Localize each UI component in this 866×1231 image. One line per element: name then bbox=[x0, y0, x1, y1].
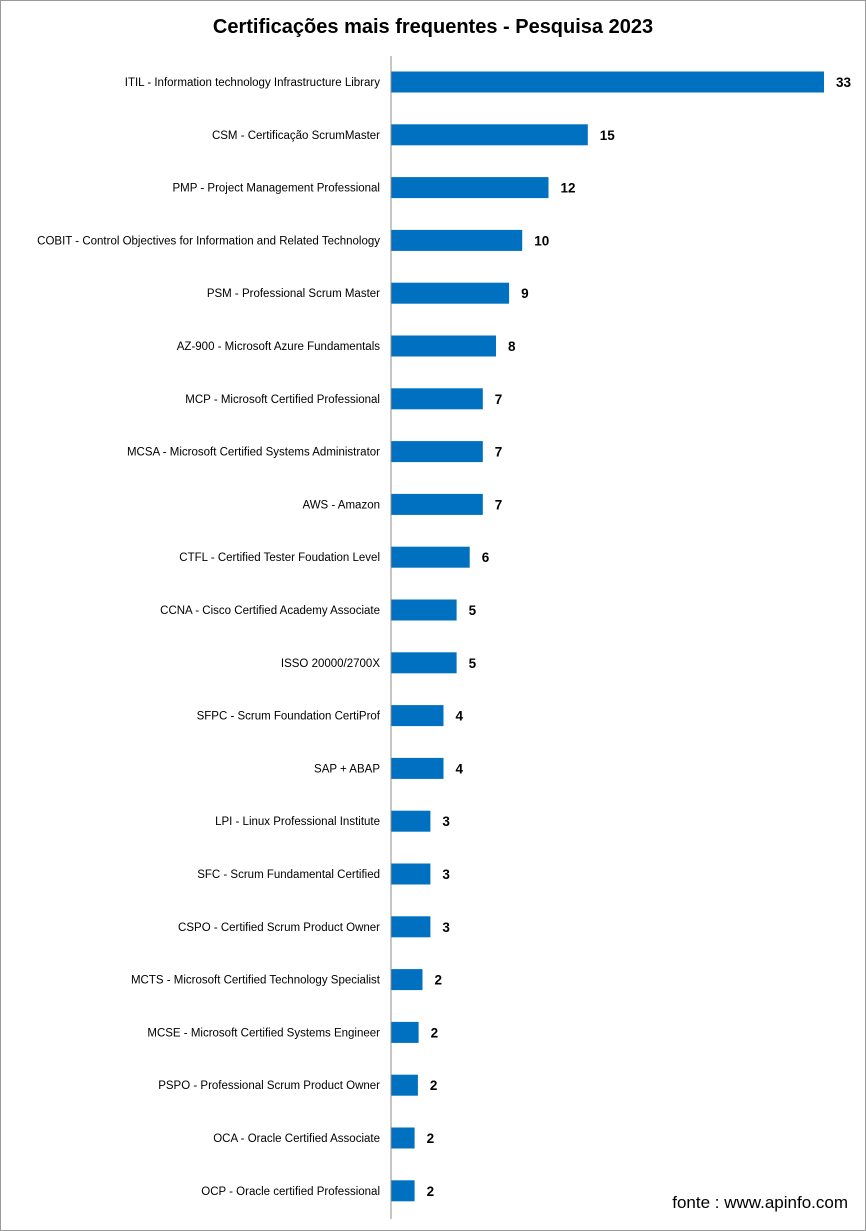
bar bbox=[391, 546, 470, 568]
value-label: 7 bbox=[495, 497, 503, 512]
bar bbox=[391, 1074, 418, 1096]
bar bbox=[391, 441, 483, 463]
bar bbox=[391, 1180, 415, 1202]
category-label: AWS - Amazon bbox=[302, 499, 380, 511]
value-label: 3 bbox=[442, 867, 450, 882]
category-label: AZ-900 - Microsoft Azure Fundamentals bbox=[177, 341, 380, 353]
value-label: 2 bbox=[431, 1025, 439, 1040]
value-label: 7 bbox=[495, 392, 503, 407]
value-label: 15 bbox=[600, 128, 616, 143]
bar bbox=[391, 229, 523, 251]
category-label: MCSA - Microsoft Certified Systems Admin… bbox=[127, 447, 380, 459]
value-label: 7 bbox=[495, 445, 503, 460]
chart-title: Certificações mais frequentes - Pesquisa… bbox=[213, 16, 653, 38]
category-label: MCSE - Microsoft Certified Systems Engin… bbox=[147, 1027, 380, 1039]
bar bbox=[391, 810, 431, 832]
value-label: 2 bbox=[427, 1184, 435, 1199]
category-label: PMP - Project Management Professional bbox=[172, 183, 380, 195]
value-label: 6 bbox=[482, 550, 490, 565]
category-label: OCP - Oracle certified Professional bbox=[201, 1186, 380, 1198]
bar bbox=[391, 71, 824, 93]
bar bbox=[391, 388, 483, 410]
category-label: SFPC - Scrum Foundation CertiProf bbox=[197, 711, 381, 723]
bar bbox=[391, 124, 588, 146]
bar bbox=[391, 599, 457, 621]
bar bbox=[391, 493, 483, 515]
labels-layer: ITIL - Information technology Infrastruc… bbox=[37, 75, 851, 1199]
category-label: ISSO 20000/2700X bbox=[281, 658, 380, 670]
category-label: LPI - Linux Professional Institute bbox=[215, 816, 380, 828]
category-label: CCNA - Cisco Certified Academy Associate bbox=[160, 605, 380, 617]
bar bbox=[391, 1021, 419, 1043]
bar bbox=[391, 1127, 415, 1149]
bar bbox=[391, 282, 510, 304]
value-label: 3 bbox=[442, 814, 450, 829]
category-label: OCA - Oracle Certified Associate bbox=[213, 1133, 380, 1145]
bar bbox=[391, 652, 457, 674]
value-label: 2 bbox=[430, 1078, 438, 1093]
category-label: CSM - Certificação ScrumMaster bbox=[212, 130, 380, 142]
value-label: 9 bbox=[521, 286, 529, 301]
category-label: COBIT - Control Objectives for Informati… bbox=[37, 235, 380, 247]
category-label: CTFL - Certified Tester Foudation Level bbox=[179, 552, 380, 564]
bar bbox=[391, 916, 431, 938]
value-label: 2 bbox=[427, 1131, 435, 1146]
value-label: 8 bbox=[508, 339, 516, 354]
category-label: ITIL - Information technology Infrastruc… bbox=[125, 77, 380, 89]
bar bbox=[391, 757, 444, 779]
category-label: SAP + ABAP bbox=[314, 763, 380, 775]
bar bbox=[391, 705, 444, 727]
category-label: MCTS - Microsoft Certified Technology Sp… bbox=[131, 975, 381, 987]
value-label: 3 bbox=[442, 920, 450, 935]
value-label: 5 bbox=[469, 656, 477, 671]
category-label: CSPO - Certified Scrum Product Owner bbox=[178, 922, 380, 934]
value-label: 2 bbox=[435, 973, 443, 988]
value-label: 12 bbox=[561, 181, 576, 196]
value-label: 4 bbox=[456, 709, 464, 724]
bar bbox=[391, 969, 423, 991]
bar bbox=[391, 863, 431, 885]
value-label: 4 bbox=[456, 761, 464, 776]
category-label: SFC - Scrum Fundamental Certified bbox=[197, 869, 380, 881]
source-note: fonte : www.apinfo.com bbox=[672, 1193, 848, 1212]
value-label: 5 bbox=[469, 603, 477, 618]
bar bbox=[391, 335, 496, 357]
value-label: 10 bbox=[534, 233, 549, 248]
category-label: PSPO - Professional Scrum Product Owner bbox=[158, 1080, 380, 1092]
category-label: PSM - Professional Scrum Master bbox=[207, 288, 380, 300]
value-label: 33 bbox=[836, 75, 852, 90]
bar bbox=[391, 177, 549, 199]
category-label: MCP - Microsoft Certified Professional bbox=[185, 394, 380, 406]
bars-layer bbox=[391, 71, 824, 1202]
